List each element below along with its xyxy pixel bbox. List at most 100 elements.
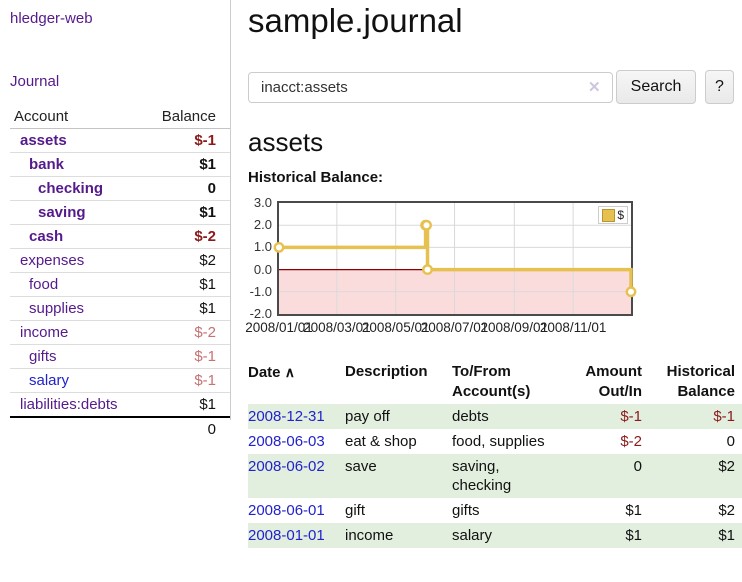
account-link[interactable]: bank bbox=[29, 156, 65, 173]
transaction-date-link[interactable]: 2008-06-02 bbox=[248, 458, 325, 475]
account-row: income $-2 bbox=[10, 320, 230, 345]
account-link[interactable]: cash bbox=[29, 228, 64, 245]
accounts-total-row: 0 bbox=[10, 417, 230, 441]
account-balance: $1 bbox=[199, 156, 216, 173]
search-form: ✕ Search ? bbox=[248, 70, 742, 104]
register-row: 2008-01-01 income salary $1 $1 bbox=[248, 523, 742, 548]
transaction-amount: $1 bbox=[625, 527, 642, 544]
account-link[interactable]: checking bbox=[38, 180, 104, 197]
account-heading: assets bbox=[248, 127, 324, 157]
account-row: liabilities:debts $1 bbox=[10, 392, 230, 418]
account-link[interactable]: expenses bbox=[20, 252, 85, 269]
x-axis-tick-label: 2008/09/01 bbox=[480, 320, 549, 335]
clear-search-icon[interactable]: ✕ bbox=[588, 79, 601, 96]
account-link[interactable]: gifts bbox=[29, 348, 57, 365]
transaction-description: pay off bbox=[345, 408, 390, 425]
y-axis-tick-label: -1.0 bbox=[249, 283, 272, 299]
register-row: 2008-06-03 eat & shop food, supplies $-2 0 bbox=[248, 429, 742, 454]
transaction-balance: $2 bbox=[718, 502, 735, 519]
register-table: Date ∧ Description To/From Account(s) Am… bbox=[248, 360, 742, 548]
account-balance: $-2 bbox=[194, 228, 216, 245]
transaction-amount: $-1 bbox=[620, 408, 642, 425]
account-row: saving $1 bbox=[10, 200, 230, 225]
account-balance: $2 bbox=[199, 252, 216, 269]
transaction-balance: $2 bbox=[718, 458, 735, 475]
register-row: 2008-06-01 gift gifts $1 $2 bbox=[248, 498, 742, 523]
account-link[interactable]: assets bbox=[20, 132, 67, 149]
account-balance: $-1 bbox=[194, 348, 216, 365]
y-axis-tick-label: 0.0 bbox=[253, 261, 272, 277]
accounts-total-value: 0 bbox=[207, 421, 216, 438]
transaction-balance: 0 bbox=[726, 433, 735, 450]
main-content: sample.journal ✕ Search ? assets Histori… bbox=[245, 0, 742, 548]
account-link[interactable]: salary bbox=[29, 372, 70, 389]
transaction-accounts: salary bbox=[452, 527, 493, 544]
account-balance: $1 bbox=[199, 396, 216, 413]
accounts-table: Account Balance assets $-1 bank $1 checking 0… bbox=[10, 104, 230, 441]
register-header-description[interactable]: Description bbox=[345, 363, 428, 380]
transaction-accounts: saving, checking bbox=[452, 458, 512, 494]
account-balance: $1 bbox=[199, 276, 216, 293]
account-link[interactable]: income bbox=[20, 324, 69, 341]
sidebar-divider bbox=[230, 0, 231, 420]
account-balance: $-1 bbox=[194, 132, 216, 149]
account-row: cash $-2 bbox=[10, 224, 230, 249]
account-row: bank $1 bbox=[10, 152, 230, 177]
transaction-date-link[interactable]: 2008-01-01 bbox=[248, 527, 325, 544]
x-axis-tick-label: 2008/05/01 bbox=[361, 320, 430, 335]
register-header-balance[interactable]: Historical Balance bbox=[666, 363, 735, 400]
app-title-link[interactable]: hledger-web bbox=[10, 10, 93, 27]
transaction-accounts: gifts bbox=[452, 502, 480, 519]
chart-legend: $ bbox=[598, 206, 628, 224]
account-row: assets $-1 bbox=[10, 129, 230, 153]
register-header-accounts[interactable]: To/From Account(s) bbox=[452, 363, 531, 400]
transaction-balance: $-1 bbox=[713, 408, 735, 425]
transaction-amount: $-2 bbox=[620, 433, 642, 450]
account-link[interactable]: saving bbox=[38, 204, 86, 221]
transaction-amount: 0 bbox=[633, 458, 642, 475]
y-axis-tick-label: -2.0 bbox=[249, 306, 272, 321]
x-axis-tick-label: 2008/01/01 bbox=[245, 320, 313, 335]
account-link[interactable]: food bbox=[29, 276, 59, 293]
account-row: food $1 bbox=[10, 272, 230, 297]
legend-label: $ bbox=[617, 208, 624, 222]
account-balance: $1 bbox=[199, 300, 216, 317]
sidebar-item-journal[interactable]: Journal bbox=[10, 73, 60, 90]
account-link[interactable]: liabilities:debts bbox=[20, 396, 118, 413]
account-balance: $1 bbox=[199, 204, 216, 221]
page-title: sample.journal bbox=[248, 2, 463, 39]
y-axis-tick-label: 2.0 bbox=[253, 217, 272, 233]
y-axis-tick-label: 1.0 bbox=[253, 239, 272, 255]
register-header-amount[interactable]: Amount Out/In bbox=[585, 363, 642, 400]
register-header-row: Date ∧ Description To/From Account(s) Am… bbox=[248, 360, 742, 404]
account-link[interactable]: supplies bbox=[29, 300, 85, 317]
x-axis-tick-label: 2008/03/01 bbox=[303, 320, 371, 335]
chart-plot-area: $ bbox=[273, 201, 637, 316]
x-axis-tick-label: 2008/11/01 bbox=[539, 320, 607, 335]
sort-asc-icon: ∧ bbox=[284, 364, 295, 380]
transaction-date-link[interactable]: 2008-12-31 bbox=[248, 408, 325, 425]
transaction-accounts: food, supplies bbox=[452, 433, 545, 450]
sidebar: hledger-web Journal Account Balance asse… bbox=[0, 0, 230, 441]
historical-balance-chart: $ 3.0 2.0 1.0 0.0 -1.0 -2.0 2008/01/01 2008/03/… bbox=[245, 195, 742, 338]
account-balance: $-2 bbox=[194, 324, 216, 341]
account-row: supplies $1 bbox=[10, 296, 230, 321]
transaction-description: save bbox=[345, 458, 377, 475]
transaction-description: eat & shop bbox=[345, 433, 417, 450]
transaction-description: income bbox=[345, 527, 394, 544]
transaction-accounts: debts bbox=[452, 408, 489, 425]
account-row: gifts $-1 bbox=[10, 344, 230, 369]
transaction-balance: $1 bbox=[718, 527, 735, 544]
register-header-date[interactable]: Date ∧ bbox=[248, 364, 295, 381]
help-button[interactable]: ? bbox=[705, 70, 734, 104]
search-input[interactable] bbox=[248, 72, 613, 103]
search-button[interactable]: Search bbox=[616, 70, 696, 104]
register-row: 2008-12-31 pay off debts $-1 $-1 bbox=[248, 404, 742, 429]
transaction-date-link[interactable]: 2008-06-01 bbox=[248, 502, 325, 519]
x-axis-tick-label: 2008/07/01 bbox=[420, 320, 489, 335]
account-balance: 0 bbox=[207, 180, 216, 197]
y-axis-tick-label: 3.0 bbox=[253, 195, 272, 210]
transaction-date-link[interactable]: 2008-06-03 bbox=[248, 433, 325, 450]
account-row: expenses $2 bbox=[10, 248, 230, 273]
register-row: 2008-06-02 save saving, checking 0 $2 bbox=[248, 454, 742, 498]
